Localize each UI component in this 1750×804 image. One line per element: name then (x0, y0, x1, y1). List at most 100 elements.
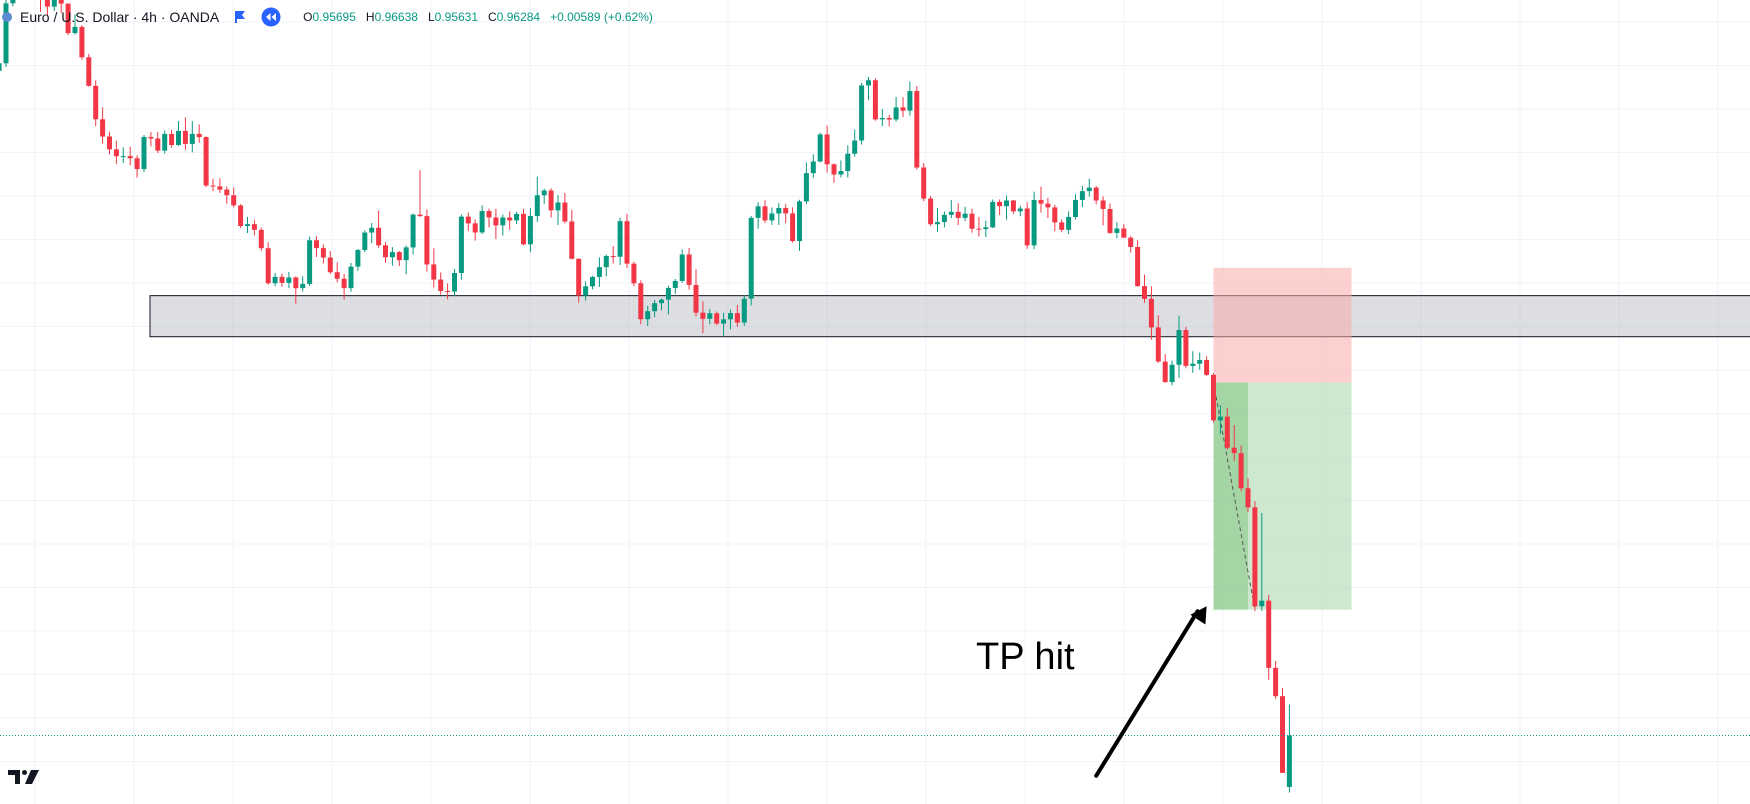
candle-body (1038, 199, 1044, 204)
candle-body (514, 213, 520, 221)
candle-body (797, 201, 802, 242)
candle-body (935, 222, 940, 225)
candle-body (120, 156, 126, 158)
candle-body (707, 313, 713, 319)
candle-body (686, 254, 692, 285)
tp-hit-annotation[interactable]: TP hit (976, 636, 1075, 678)
candle-body (893, 107, 899, 120)
candle-body (1017, 208, 1023, 212)
candle-body (65, 3, 71, 34)
replay-icon[interactable] (261, 7, 281, 27)
candle-body (58, 0, 64, 4)
low-label: L (427, 10, 435, 24)
candle-body (148, 136, 154, 139)
candle-body (431, 264, 437, 280)
candle-body (755, 206, 761, 218)
overlay-layer (0, 606, 1750, 778)
candle-body (1286, 735, 1292, 787)
open-label: O (303, 10, 313, 24)
candle-body (866, 80, 871, 86)
candle-body (590, 276, 595, 287)
candle-body (1259, 600, 1265, 607)
candle-body (224, 189, 230, 196)
candle-body (486, 211, 492, 218)
candle-body (493, 217, 499, 226)
candle-body (458, 216, 464, 274)
candle-body (348, 266, 354, 289)
candle-body (576, 258, 582, 296)
high-value: 0.96638 (374, 10, 418, 24)
ohlc-change: +0.00589 (+0.62%) (550, 10, 653, 24)
candle-body (272, 276, 278, 284)
candle-body (693, 284, 699, 313)
candle-body (728, 313, 733, 320)
candle-body (1010, 200, 1016, 212)
candle-body (521, 213, 526, 245)
candle-body (983, 227, 989, 230)
candle-body (210, 185, 216, 187)
candle-body (376, 227, 382, 246)
candle-body (403, 247, 409, 261)
candle-body (803, 173, 809, 202)
candle-body (824, 134, 830, 165)
candle-body (962, 213, 968, 218)
candle-body (928, 198, 934, 225)
candle-body (389, 252, 395, 258)
candle-body (610, 256, 616, 258)
candle-body (1162, 361, 1168, 383)
candle-body (990, 201, 996, 228)
open-value: 0.95695 (312, 10, 356, 24)
candle-body (1204, 360, 1210, 375)
candle-body (762, 206, 768, 221)
candle-body (465, 216, 471, 224)
candle-body (0, 63, 2, 71)
drawing-zones (149, 267, 1750, 610)
candle-body (624, 221, 630, 264)
candle-body (1273, 667, 1279, 697)
candle-body (176, 130, 181, 145)
candle-body (596, 267, 602, 277)
candle-body (617, 221, 623, 257)
symbol-title[interactable]: Euro / U.S. Dollar · 4h · OANDA (20, 9, 220, 25)
candle-body (1024, 208, 1030, 246)
candle-body (941, 214, 947, 223)
candle-body (562, 202, 568, 222)
candle-body (914, 91, 920, 168)
flag-icon[interactable] (233, 10, 247, 24)
candle-body (279, 276, 285, 283)
candle-body (196, 133, 202, 138)
candle-body (1211, 374, 1216, 421)
high-label: H (365, 10, 375, 24)
candle-body (817, 134, 823, 162)
close-value: 0.96284 (496, 10, 541, 24)
tradingview-logo-icon[interactable] (8, 768, 40, 786)
candle-body (1169, 364, 1175, 383)
candle-body (1155, 327, 1161, 362)
candle-body (189, 133, 195, 144)
candle-body (1107, 208, 1113, 233)
candle-body (134, 158, 140, 170)
candle-body (783, 207, 789, 214)
ohlc-close: C0.96284 (488, 10, 540, 24)
candle-body (1052, 207, 1058, 223)
candle-body (652, 303, 658, 312)
candle-body (1148, 298, 1154, 328)
candle-body (93, 85, 99, 120)
ohlc-low: L0.95631 (428, 10, 478, 24)
candle-body (51, 0, 57, 7)
candle-body (1266, 600, 1272, 668)
candle-body (631, 263, 637, 284)
candle-body (1135, 246, 1141, 287)
candle-body (583, 286, 589, 296)
candle-body (1142, 286, 1147, 299)
candle-body (1079, 191, 1085, 200)
candle-body (3, 3, 9, 64)
candle-body (327, 257, 333, 273)
candle-body (859, 85, 865, 141)
candle-body (948, 211, 954, 215)
candle-body (169, 133, 175, 145)
candle-body (548, 190, 554, 211)
candle-body (741, 298, 747, 323)
candle-body (1190, 363, 1196, 366)
